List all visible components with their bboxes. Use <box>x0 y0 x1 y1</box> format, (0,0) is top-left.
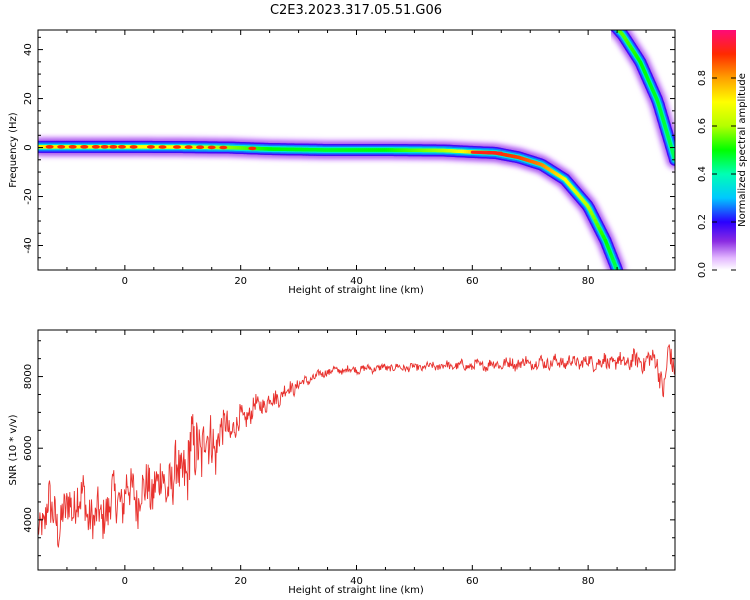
x-tick-label: 20 <box>234 276 247 287</box>
colorbar-tick-label: 0.0 <box>697 262 708 278</box>
spectrogram-xlabel: Height of straight line (km) <box>288 285 424 296</box>
x-tick-label: 40 <box>350 276 363 287</box>
peak-spot <box>248 146 257 151</box>
colorbar-gradient <box>712 30 736 270</box>
peak-spot <box>45 145 54 149</box>
snr-xlabel: Height of straight line (km) <box>288 585 424 596</box>
snr-line <box>38 344 675 548</box>
spectrogram-panel: 0 20 40 60 80 -40 -20 0 20 40 Height of straight … <box>8 25 676 296</box>
peak-spot <box>91 145 100 149</box>
y-tick-label: 6000 <box>23 435 34 460</box>
x-tick-label: 20 <box>234 576 247 587</box>
mirror-trace-segment <box>607 30 624 36</box>
peak-spot <box>68 145 77 149</box>
mirror-trace-segment <box>616 30 620 32</box>
colorbar-tick-label: 0.8 <box>697 70 708 86</box>
y-tick-label: 8000 <box>23 364 34 389</box>
peak-spot <box>80 145 89 149</box>
snr-panel: 0 20 40 60 80 4000 6000 8000 Height of straight… <box>8 329 676 596</box>
y-tick-label: 4000 <box>23 507 34 532</box>
mirror-trace-segment <box>605 30 630 41</box>
peak-spot <box>109 145 118 149</box>
peak-spot <box>219 145 228 150</box>
x-tick-label: 40 <box>350 576 363 587</box>
mirror-trace-layer-5 <box>614 25 675 162</box>
x-tick-label: 0 <box>122 276 128 287</box>
y-tick-label: 0 <box>23 144 34 150</box>
snr-ylabel: SNR (10 * v/v) <box>8 414 19 485</box>
y-tick-label: 20 <box>23 92 34 105</box>
y-tick-label: -20 <box>23 188 34 204</box>
mirror-trace-segment <box>614 25 616 27</box>
mirror-trace-segment <box>604 30 627 39</box>
peak-spot <box>184 145 193 149</box>
snr-ticks: 0 20 40 60 80 4000 6000 8000 <box>23 330 675 587</box>
colorbar-ticks: 0.0 0.2 0.4 0.6 0.8 <box>697 70 736 278</box>
snr-plot-area <box>38 344 675 548</box>
mirror-trace-segment <box>608 30 627 38</box>
peak-spot <box>207 145 216 150</box>
peak-spot <box>470 150 503 155</box>
mirror-trace-segment <box>612 30 623 35</box>
peak-spot <box>100 145 109 149</box>
mirror-trace-segment <box>614 30 622 33</box>
peak-spot <box>158 145 167 149</box>
peak-spot <box>173 145 181 149</box>
colorbar-tick-label: 0.2 <box>697 214 708 230</box>
x-tick-label: 80 <box>582 276 595 287</box>
mirror-trace-segment <box>612 30 620 32</box>
colorbar-label: Normalized spectral amplitude <box>737 73 748 227</box>
peak-spot <box>57 145 66 149</box>
y-tick-label: 40 <box>23 43 34 56</box>
main-trace-layer-3 <box>38 142 622 270</box>
spectrogram-plot-area <box>38 25 675 270</box>
peak-spot <box>129 145 138 149</box>
x-tick-label: 60 <box>466 576 479 587</box>
y-tick-label: -40 <box>23 237 34 253</box>
x-tick-label: 60 <box>466 276 479 287</box>
mirror-trace-segment <box>610 30 625 36</box>
figure-title: C2E3.2023.317.05.51.G06 <box>270 3 442 18</box>
mirror-trace-segment <box>610 30 622 34</box>
peak-spot <box>146 145 155 149</box>
colorbar-tick-label: 0.4 <box>697 166 708 182</box>
mirror-trace-segment <box>614 30 618 31</box>
x-tick-label: 80 <box>582 576 595 587</box>
peak-spot <box>196 145 205 149</box>
colorbar-tick-label: 0.6 <box>697 118 708 134</box>
x-tick-label: 0 <box>122 576 128 587</box>
colorbar: 0.0 0.2 0.4 0.6 0.8 Normalized spectral ampl… <box>697 30 748 278</box>
spectrogram-ticks: 0 20 40 60 80 -40 -20 0 20 40 <box>23 30 675 287</box>
spectrogram-ylabel: Frequency (Hz) <box>8 112 19 188</box>
peak-spot <box>118 145 126 149</box>
